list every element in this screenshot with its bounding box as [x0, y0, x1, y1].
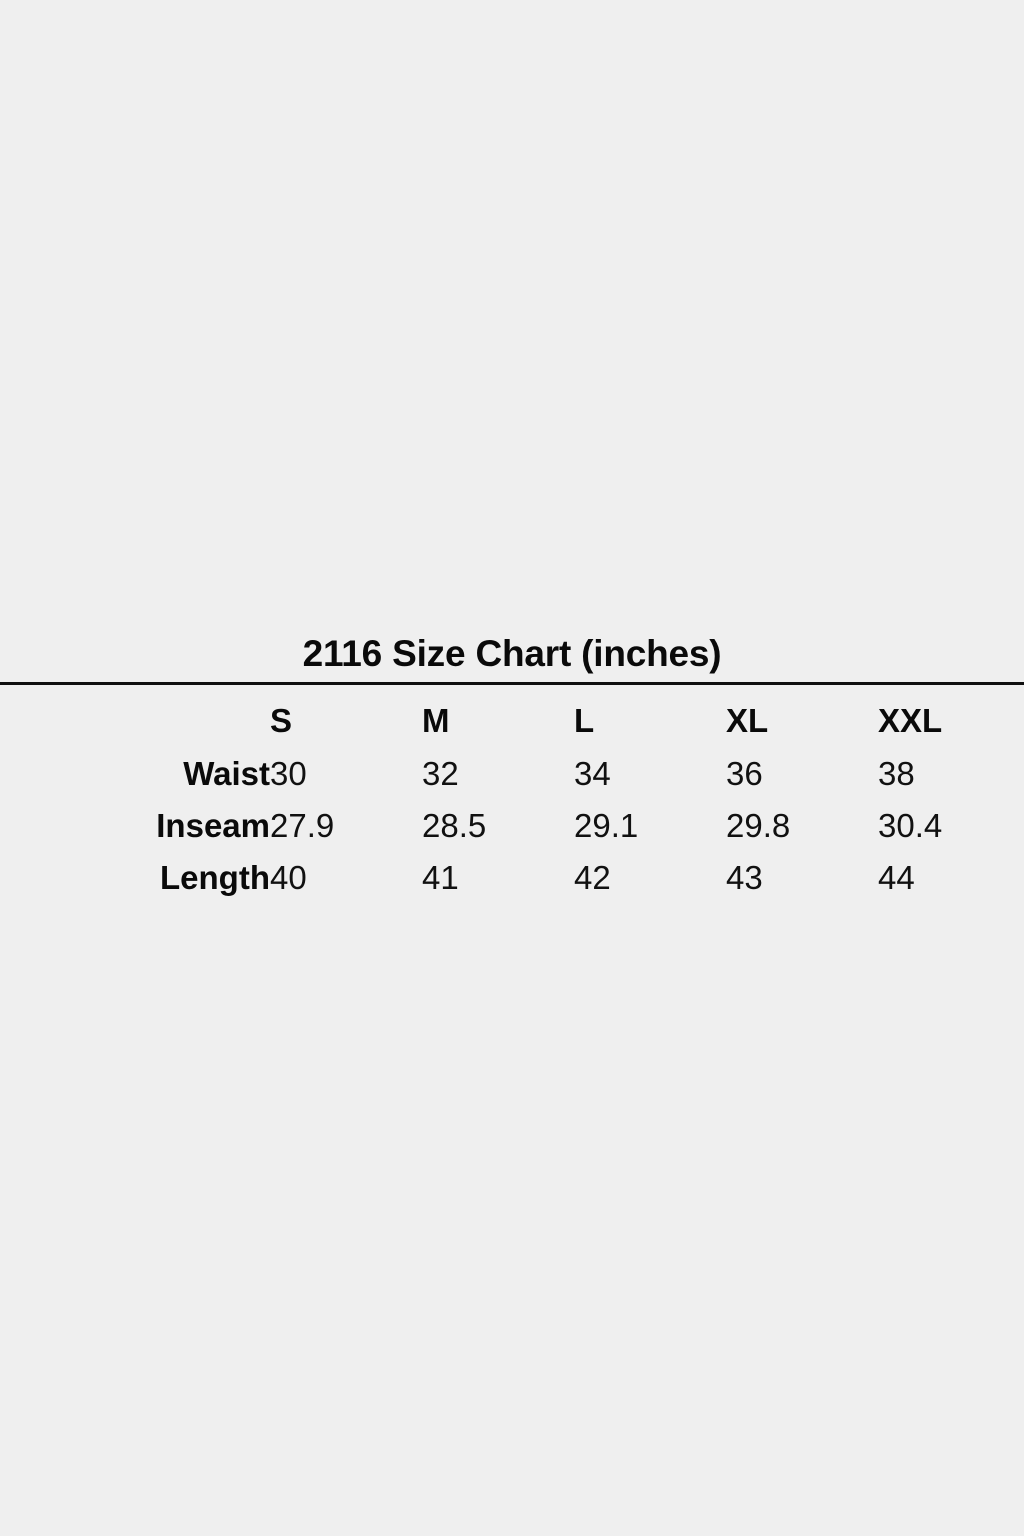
header-divider: [0, 682, 1024, 685]
size-chart-table: S M L XL XXL Waist 30 32 34 36 38 Inseam…: [0, 694, 1024, 904]
cell-inseam-xl: 29.8: [726, 807, 791, 844]
column-header-xl: XL: [726, 702, 769, 739]
row-label-waist: Waist: [183, 755, 270, 792]
table-header-row: S M L XL XXL: [0, 694, 1024, 748]
cell-waist-l: 34: [574, 755, 611, 792]
table-row: Inseam 27.9 28.5 29.1 29.8 30.4: [0, 800, 1024, 852]
cell-length-l: 42: [574, 859, 611, 896]
cell-waist-xxl: 38: [878, 755, 915, 792]
cell-inseam-s: 27.9: [270, 807, 335, 844]
row-label-inseam: Inseam: [156, 807, 270, 844]
cell-inseam-m: 28.5: [422, 807, 487, 844]
cell-length-xl: 43: [726, 859, 763, 896]
row-label-length: Length: [160, 859, 270, 896]
page-title: 2116 Size Chart (inches): [302, 633, 722, 674]
column-header-xxl: XXL: [878, 702, 943, 739]
column-header-l: L: [574, 702, 595, 739]
cell-waist-m: 32: [422, 755, 459, 792]
cell-length-m: 41: [422, 859, 459, 896]
cell-length-s: 40: [270, 859, 307, 896]
table-row: Length 40 41 42 43 44: [0, 852, 1024, 904]
cell-length-xxl: 44: [878, 859, 915, 896]
cell-waist-s: 30: [270, 755, 307, 792]
table-row: Waist 30 32 34 36 38: [0, 748, 1024, 800]
column-header-s: S: [270, 702, 293, 739]
cell-inseam-xxl: 30.4: [878, 807, 943, 844]
cell-inseam-l: 29.1: [574, 807, 639, 844]
cell-waist-xl: 36: [726, 755, 763, 792]
column-header-m: M: [422, 702, 450, 739]
table-corner-cell: [0, 694, 270, 748]
